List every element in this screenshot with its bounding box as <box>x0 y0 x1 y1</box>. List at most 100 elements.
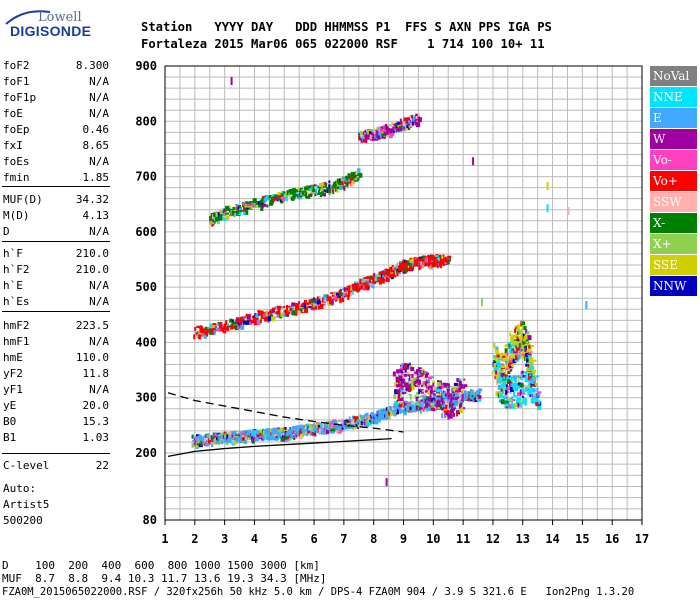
echo-mark <box>496 364 501 369</box>
echo-mark <box>270 201 274 204</box>
param-row-hmf2: hmF2 223.5 <box>3 318 109 334</box>
echo-mark <box>233 323 237 326</box>
echo-mark <box>504 360 508 364</box>
echo-mark <box>276 305 281 310</box>
echo-mark <box>312 297 315 300</box>
echo-mark <box>298 430 302 436</box>
echo-mark <box>274 306 279 309</box>
echo-mark <box>209 329 212 335</box>
echo-mark <box>403 367 407 373</box>
echo-mark <box>247 201 251 206</box>
echo-mark <box>437 387 440 390</box>
echo-mark <box>422 393 427 396</box>
echo-mark <box>327 296 332 301</box>
echo-mark <box>212 213 216 216</box>
echo-mark <box>306 433 309 437</box>
echo-mark <box>370 418 375 422</box>
echo-mark <box>521 399 525 405</box>
echo-mark <box>263 435 266 441</box>
echo-mark <box>228 214 233 217</box>
echo-mark <box>318 296 321 299</box>
echo-mark <box>283 313 287 317</box>
echo-mark <box>416 382 420 387</box>
echo-mark <box>438 386 443 390</box>
echo-mark <box>421 368 424 371</box>
legend-item-vo-: Vo+ <box>650 171 697 191</box>
echo-mark <box>428 376 433 380</box>
echo-mark <box>530 384 533 388</box>
echo-mark <box>399 262 403 268</box>
echo-mark <box>377 410 381 413</box>
echo-mark <box>202 328 207 332</box>
echo-mark <box>198 334 202 340</box>
echo-mark <box>257 201 262 207</box>
echo-mark <box>308 185 312 190</box>
param-row-m-d-: M(D) 4.13 <box>3 208 109 224</box>
echo-mark <box>255 314 259 317</box>
echo-mark <box>362 138 367 143</box>
echo-mark <box>415 396 418 401</box>
echo-mark <box>326 189 329 194</box>
echo-mark-stray <box>230 77 233 86</box>
echo-mark <box>332 425 336 430</box>
echo-mark <box>374 136 379 141</box>
echo-mark <box>394 407 399 412</box>
echo-mark <box>520 331 524 337</box>
echo-mark <box>428 263 431 267</box>
echo-mark <box>447 414 450 420</box>
echo-mark <box>463 407 466 410</box>
distance-row: D 100 200 400 600 800 1000 1500 3000 [km… <box>2 559 320 572</box>
logo-digisonde-text: DIGISONDE <box>10 23 92 39</box>
echo-mark <box>432 381 436 384</box>
echo-mark <box>408 115 411 118</box>
echo-mark <box>323 430 328 435</box>
echo-mark <box>425 389 430 393</box>
echo-mark <box>273 316 276 320</box>
x-tick-label: 10 <box>426 532 440 546</box>
echo-mark <box>529 387 533 392</box>
echo-mark <box>244 205 248 208</box>
legend-item-sse: SSE <box>650 255 697 275</box>
echo-mark <box>427 396 432 399</box>
echo-mark <box>472 398 475 403</box>
param-name: foEs <box>3 155 30 168</box>
echo-mark <box>416 260 419 266</box>
echo-mark-stray <box>481 298 484 307</box>
echo-mark <box>236 208 240 214</box>
echo-mark <box>525 329 528 335</box>
echo-mark <box>287 310 291 315</box>
x-tick-label: 13 <box>516 532 530 546</box>
param-name: h`Es <box>3 295 30 308</box>
echo-mark <box>403 363 407 366</box>
param-value: 223.5 <box>75 319 109 332</box>
echo-mark <box>346 422 351 425</box>
echo-mark <box>415 116 418 120</box>
echo-mark <box>291 430 295 433</box>
echo-mark <box>517 354 521 360</box>
y-tick-label: 900 <box>135 59 157 73</box>
echo-mark <box>331 188 334 192</box>
echo-mark <box>496 375 499 378</box>
echo-mark <box>350 181 354 187</box>
echo-mark <box>303 432 308 435</box>
echo-mark <box>506 376 510 382</box>
echo-mark <box>530 391 533 395</box>
echo-mark <box>398 379 401 384</box>
echo-mark <box>222 208 225 213</box>
echo-mark <box>309 306 314 309</box>
echo-mark <box>292 309 296 312</box>
echo-mark <box>227 205 231 208</box>
echo-mark <box>408 124 411 129</box>
echo-mark <box>361 418 366 421</box>
echo-mark <box>347 181 351 184</box>
echo-mark <box>441 257 445 261</box>
echo-mark <box>505 365 509 369</box>
ionogram-chart: 1 2 3 4 5 6 7 8 9 10 11 12 13 14 15 16 17802003004005006… <box>135 59 649 546</box>
param-value: 22 <box>95 459 109 472</box>
artist-code: 500200 <box>3 514 43 527</box>
echo-mark <box>418 370 422 373</box>
echo-mark <box>519 337 522 342</box>
echo-mark <box>460 402 463 408</box>
echo-mark <box>443 404 448 409</box>
echo-mark <box>405 126 410 131</box>
